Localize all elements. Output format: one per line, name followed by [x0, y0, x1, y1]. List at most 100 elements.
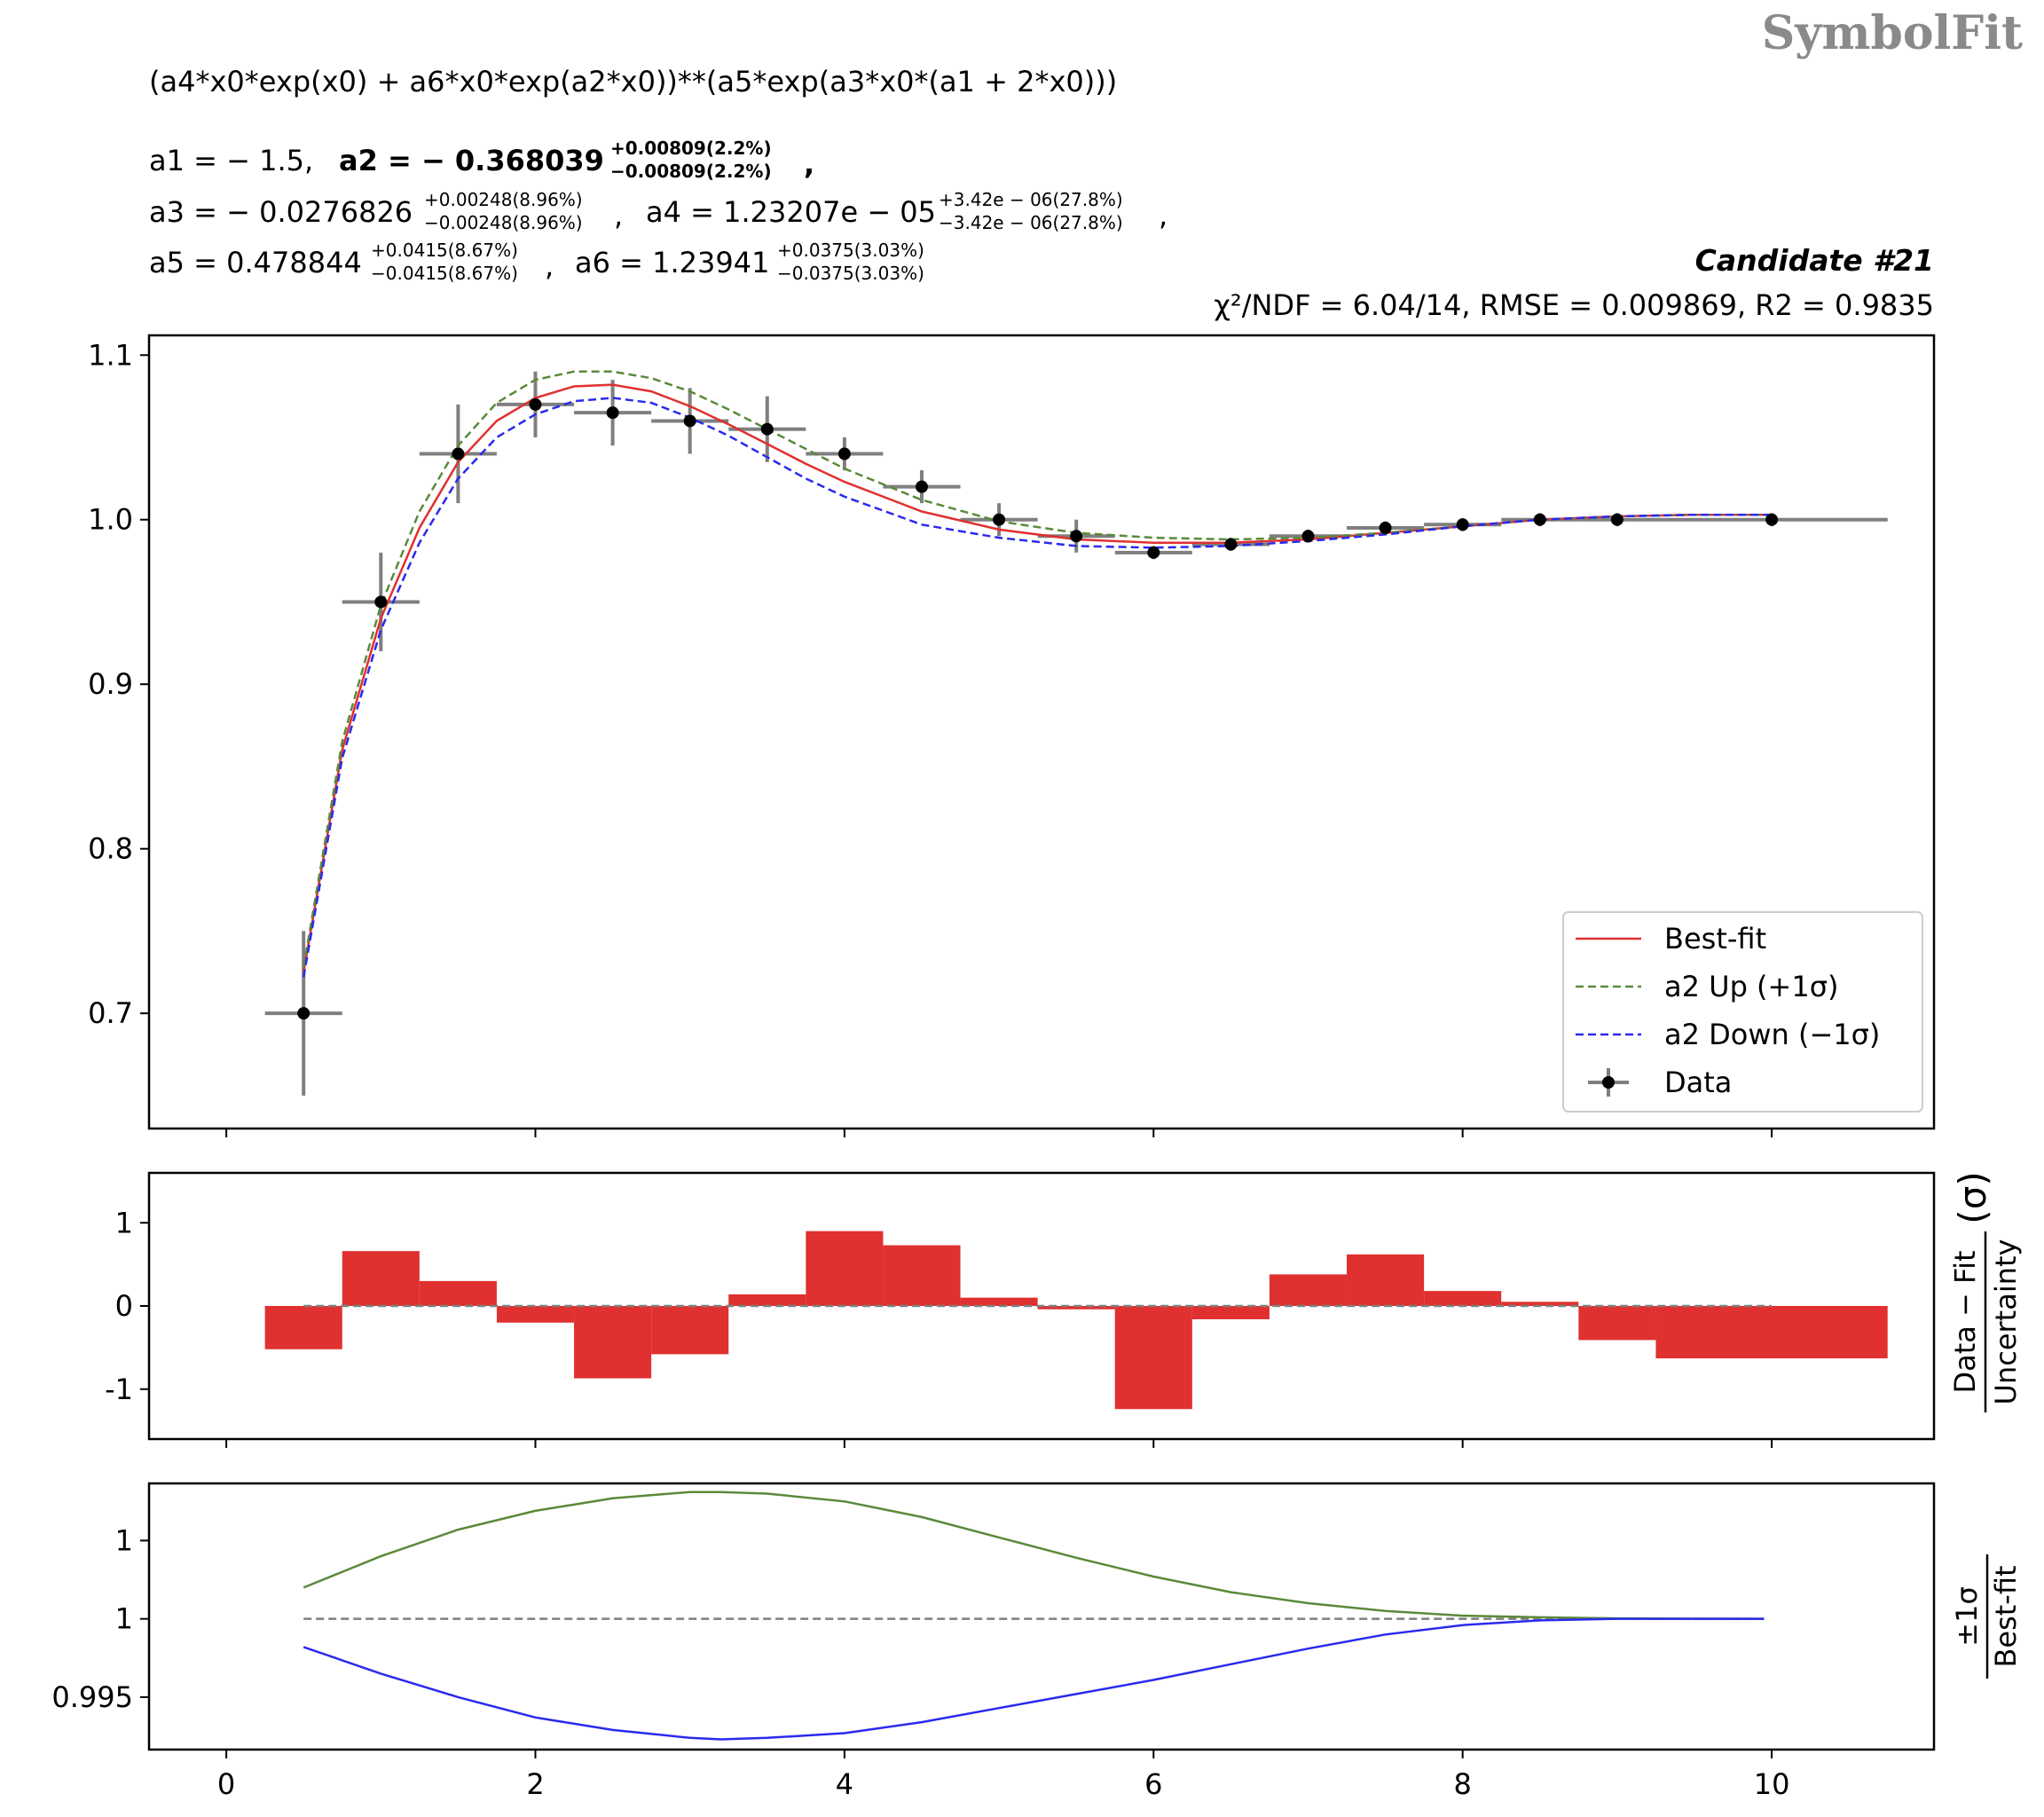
residual-ytick-label: 1 [115, 1206, 133, 1239]
param-separator: , [545, 249, 554, 283]
ratio-ytick-label: 1 [115, 1602, 133, 1636]
legend-label-up: a2 Up (+1σ) [1664, 970, 1838, 1003]
residual-bar [264, 1306, 342, 1349]
a2-up-curve [302, 370, 1773, 968]
param-separator: , [804, 147, 814, 181]
param-a4: a4 = 1.23207e − 05 [646, 195, 936, 229]
residual-ytick-label: 0 [115, 1289, 133, 1323]
ratio-down-curve [303, 1617, 1765, 1741]
ratio-ytick-label: 0.995 [51, 1680, 133, 1714]
best-fit-curve [302, 383, 1773, 973]
residual-ylabel-unit: (σ) [1951, 1171, 1994, 1223]
ratio-ylabel-numerator: ±1σ [1950, 1586, 1984, 1646]
residual-ylabel-denominator: Uncertainty [1989, 1239, 2023, 1405]
symbolfit-watermark: SymbolFit [1762, 6, 2023, 60]
data-point [760, 422, 774, 436]
residual-bar [419, 1280, 497, 1306]
residual-bar [496, 1306, 575, 1323]
param-a6-up: +0.0375(3.03%) [777, 240, 924, 261]
param-a3-down: −0.00248(8.96%) [424, 212, 583, 233]
data-point [1379, 522, 1392, 535]
param-a6: a6 = 1.23941 [575, 246, 769, 279]
residual-bar [728, 1294, 806, 1306]
residual-plot-panel: 1 0 -1 [105, 1171, 1936, 1448]
data-point [1456, 518, 1469, 531]
a2-down-curve [302, 397, 1773, 978]
residual-ylabel: Data − Fit Uncertainty [1948, 1231, 2023, 1412]
param-separator: , [1159, 199, 1167, 232]
fit-statistics: χ²/NDF = 6.04/14, RMSE = 0.009869, R2 = … [1214, 288, 1934, 322]
residual-bar [651, 1306, 729, 1355]
residual-bar [1191, 1306, 1270, 1319]
ratio-plot-panel: 1 1 0.995 0 2 4 6 8 10 [51, 1482, 1936, 1801]
residual-bar [1269, 1274, 1348, 1306]
ratio-xtick-label: 8 [1454, 1767, 1472, 1801]
data-point [915, 480, 928, 493]
formula-text: (a4*x0*exp(x0) + a6*x0*exp(a2*x0))**(a5*… [149, 65, 1117, 98]
ratio-up-curve [303, 1491, 1765, 1620]
residual-bar [342, 1251, 420, 1306]
residual-bar [1347, 1254, 1425, 1306]
ratio-xtick-label: 2 [526, 1767, 544, 1801]
residual-bar [574, 1306, 652, 1379]
param-a2-down: −0.00809(2.2%) [610, 161, 772, 182]
data-point [1301, 530, 1315, 543]
data-point [529, 397, 542, 411]
main-ytick-label: 0.9 [88, 667, 133, 701]
param-a2-up: +0.00809(2.2%) [610, 138, 772, 159]
data-point [452, 447, 465, 460]
param-a2: a2 = − 0.368039 [339, 144, 604, 177]
residual-bar [960, 1297, 1038, 1306]
param-a5: a5 = 0.478844 [149, 246, 362, 279]
residual-bar [883, 1245, 961, 1306]
ratio-xtick-label: 4 [836, 1767, 853, 1801]
legend-box [1562, 911, 1923, 1113]
param-a3: a3 = − 0.0276826 [149, 195, 413, 229]
ratio-frame [147, 1482, 1936, 1751]
data-point [606, 406, 619, 420]
data-point [993, 513, 1006, 526]
ratio-ytick-label: 1 [115, 1523, 133, 1557]
data-point [374, 595, 388, 609]
residual-ytick-label: -1 [105, 1373, 133, 1406]
main-ytick-label: 0.7 [88, 996, 133, 1030]
data-point [1765, 513, 1779, 526]
ratio-xtick-label: 10 [1754, 1767, 1790, 1801]
data-point [1224, 538, 1238, 551]
residual-bar [1424, 1291, 1502, 1306]
legend-label-down: a2 Down (−1σ) [1664, 1018, 1880, 1051]
ratio-ylabel-denominator: Best-fit [1989, 1565, 2023, 1667]
main-ytick-label: 1.0 [88, 503, 133, 537]
residual-bar [1501, 1302, 1579, 1306]
legend-label-best-fit: Best-fit [1664, 922, 1766, 956]
data-point [1147, 546, 1160, 559]
data-point [1610, 513, 1623, 526]
residual-ylabel-numerator: Data − Fit [1948, 1250, 1982, 1393]
data-point [1070, 530, 1083, 543]
residual-bar [1037, 1306, 1115, 1310]
param-a4-down: −3.42e − 06(27.8%) [939, 212, 1123, 233]
data-point [297, 1007, 311, 1020]
candidate-label: Candidate #21 [1695, 243, 1934, 278]
legend: Best-fit a2 Up (+1σ) a2 Down (−1σ) Data [1562, 911, 1923, 1113]
residual-bar [806, 1231, 884, 1306]
param-a5-down: −0.0415(8.67%) [371, 263, 518, 284]
param-a4-up: +3.42e − 06(27.8%) [939, 189, 1123, 210]
main-ytick-label: 1.1 [88, 338, 133, 372]
residual-bar [1114, 1306, 1192, 1410]
main-ytick-label: 0.8 [88, 832, 133, 866]
ratio-ylabel: ±1σ Best-fit [1950, 1554, 2023, 1679]
residual-bar [1578, 1306, 1656, 1341]
data-point [837, 447, 851, 460]
data-point [683, 414, 696, 428]
param-a6-down: −0.0375(3.03%) [777, 263, 924, 284]
main-plot-panel: 0.7 0.8 0.9 1.0 1.1 [88, 334, 1936, 1137]
residual-bar [1655, 1306, 1888, 1359]
data-point [1533, 513, 1546, 526]
param-a5-up: +0.0415(8.67%) [371, 240, 518, 261]
param-a1: a1 = − 1.5, [149, 144, 313, 177]
ratio-xtick-label: 0 [217, 1767, 235, 1801]
main-frame [147, 334, 1936, 1130]
